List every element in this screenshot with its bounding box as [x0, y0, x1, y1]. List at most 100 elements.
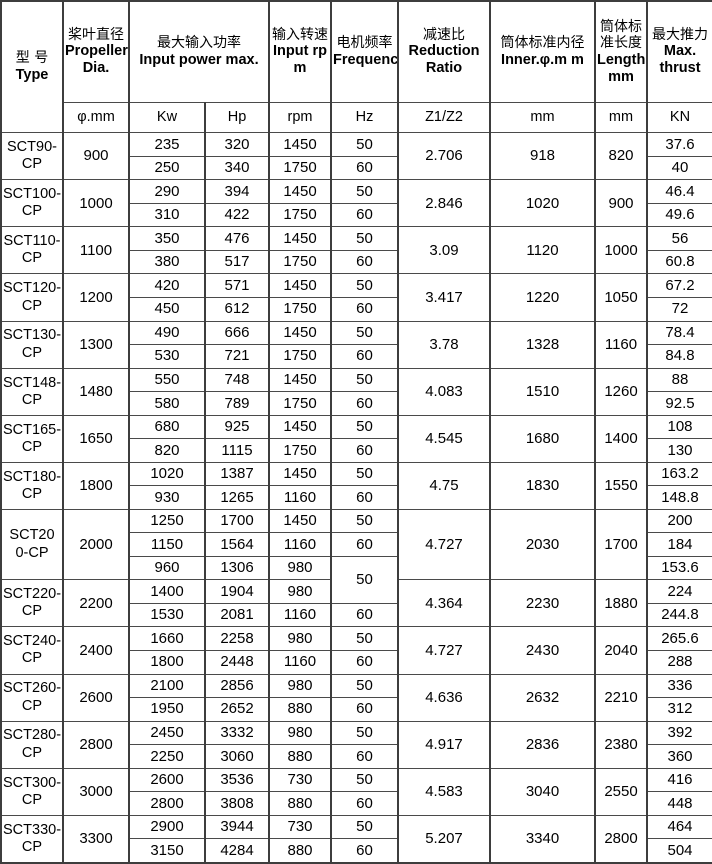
cell-max-thrust: 504 — [646, 838, 712, 864]
cell-inner-diameter: 1120 — [489, 226, 596, 275]
table-row: SCT100- CP 1000 290 394 1450 50 2.846 1020 900 46.… — [0, 179, 712, 228]
cell-input-rpm: 1750 — [268, 297, 332, 322]
header-input-rpm-en: Input rp m — [273, 43, 327, 77]
cell-frequency: 60 — [330, 297, 399, 322]
cell-max-thrust: 130 — [646, 438, 712, 463]
cell-power-hp: 394 — [204, 179, 270, 204]
table-row: 2800380888060448192 — [1, 791, 712, 816]
cell-length: 820 — [594, 132, 648, 181]
cell-frequency: 60 — [330, 791, 399, 816]
cell-max-thrust: 72 — [646, 297, 712, 322]
cell-power-kw: 1660 — [128, 626, 206, 651]
cell-max-thrust: 40 — [646, 155, 712, 181]
cell-power-hp: 2258 — [204, 626, 270, 651]
cell-type-line2: CP — [21, 344, 43, 361]
cell-input-rpm: 1450 — [268, 179, 332, 204]
cell-type: SCT90- CP — [0, 132, 64, 181]
cell-reduction-ratio: 5.207 — [397, 814, 491, 864]
cell-propeller-dia: 2200 — [62, 579, 130, 628]
cell-input-rpm: 1450 — [268, 508, 332, 534]
cell-type: SCT130- CP — [0, 320, 64, 369]
cell-length: 1550 — [594, 461, 648, 510]
cell-type-line1: SCT90- — [7, 139, 57, 156]
cell-max-thrust: 312 — [646, 697, 712, 722]
cell-type-line1: SCT280- — [3, 727, 62, 744]
cell-max-thrust: 153.6 — [646, 555, 712, 581]
cell-propeller-dia: 2000 — [62, 508, 130, 581]
unit-propeller-dia: φ.mm — [62, 102, 130, 134]
cell-input-rpm: 1750 — [268, 344, 332, 369]
cell-type-line2: CP — [21, 838, 43, 855]
cell-max-thrust: 56 — [646, 226, 712, 251]
header-input-power: 最大输入功率 Input power max. — [128, 0, 270, 104]
cell-input-rpm: 1450 — [268, 320, 332, 346]
cell-power-kw: 820 — [128, 438, 206, 463]
header-input-rpm: 输入转速 Input rp m — [268, 0, 332, 104]
cell-power-kw: 290 — [128, 179, 206, 204]
cell-frequency: 60 — [330, 697, 399, 722]
cell-propeller-dia: 1650 — [62, 414, 130, 463]
cell-type: SCT120- CP — [0, 273, 64, 322]
cell-max-thrust: 184 — [646, 532, 712, 557]
table-row: 2250306088060360179 — [1, 744, 712, 769]
cell-inner-diameter: 1220 — [489, 273, 596, 322]
cell-type-line2: 0-CP — [15, 544, 49, 561]
cell-power-hp: 3808 — [204, 791, 270, 816]
cell-power-hp: 2081 — [204, 602, 270, 628]
cell-length: 2800 — [594, 814, 648, 864]
cell-frequency: 50 — [330, 179, 399, 204]
table-row: SCT20 0-CP 2000 1250 1700 1450 50 4.727 2030 1700… — [0, 508, 712, 581]
cell-frequency: 60 — [330, 249, 399, 275]
cell-type-line1: SCT148- — [3, 374, 62, 391]
cell-input-rpm: 880 — [268, 838, 332, 864]
cell-frequency: 50 — [330, 626, 399, 651]
table-row: SCT180- CP 1800 1020 1387 1450 50 4.75 1830 1550 1… — [0, 461, 712, 510]
cell-power-hp: 612 — [204, 297, 270, 322]
table-row: SCT330- CP 3300 2900 3944 730 50 5.207 3340 2800 4… — [0, 814, 712, 864]
cell-power-kw: 235 — [128, 132, 206, 157]
table-row: SCT260- CP 2600 2100 2856 980 50 4.636 2632 2210 3… — [0, 673, 712, 722]
cell-frequency: 60 — [330, 649, 399, 675]
cell-inner-diameter: 2836 — [489, 720, 596, 769]
cell-reduction-ratio: 4.727 — [397, 508, 491, 581]
cell-input-rpm: 1450 — [268, 367, 332, 393]
cell-frequency: 50 — [330, 320, 399, 346]
table-row: SCT148- CP 1480 550 748 1450 50 4.083 1510 1260 88… — [0, 367, 712, 416]
header-propeller-dia-en: Propeller Dia. — [65, 43, 128, 77]
cell-type-line2: CP — [21, 744, 43, 761]
cell-propeller-dia: 3000 — [62, 767, 130, 816]
header-input-power-cn: 最大输入功率 — [157, 35, 241, 52]
cell-frequency: 60 — [330, 838, 399, 864]
cell-power-hp: 4284 — [204, 838, 270, 864]
header-type-cn: 型 号 — [15, 50, 49, 67]
header-reduction-ratio: 减速比 Reduction Ratio — [397, 0, 491, 104]
cell-input-rpm: 1750 — [268, 202, 332, 228]
cell-input-rpm: 730 — [268, 767, 332, 793]
cell-length: 1260 — [594, 367, 648, 416]
cell-type-line2: CP — [21, 603, 43, 620]
cell-reduction-ratio: 4.636 — [397, 673, 491, 722]
unit-frequency: Hz — [330, 102, 399, 134]
cell-propeller-dia: 1200 — [62, 273, 130, 322]
cell-type-line1: SCT260- — [3, 680, 62, 697]
cell-type: SCT20 0-CP — [0, 508, 64, 581]
cell-max-thrust: 108 — [646, 414, 712, 440]
cell-input-rpm: 1750 — [268, 391, 332, 416]
cell-propeller-dia: 2400 — [62, 626, 130, 675]
cell-inner-diameter: 2430 — [489, 626, 596, 675]
cell-type-line2: CP — [21, 791, 43, 808]
cell-power-kw: 2600 — [128, 767, 206, 793]
cell-frequency: 50 — [330, 673, 399, 699]
unit-inner-diameter: mm — [489, 102, 596, 134]
cell-input-rpm: 980 — [268, 626, 332, 651]
cell-type: SCT260- CP — [0, 673, 64, 722]
cell-power-hp: 320 — [204, 132, 270, 157]
cell-max-thrust: 88 — [646, 367, 712, 393]
cell-power-kw: 960 — [128, 555, 206, 581]
cell-power-kw: 450 — [128, 297, 206, 322]
cell-max-thrust: 92.5 — [646, 391, 712, 416]
table-row: 11501564116060184247.5 — [1, 532, 712, 557]
cell-type: SCT280- CP — [0, 720, 64, 769]
cell-power-kw: 310 — [128, 202, 206, 228]
